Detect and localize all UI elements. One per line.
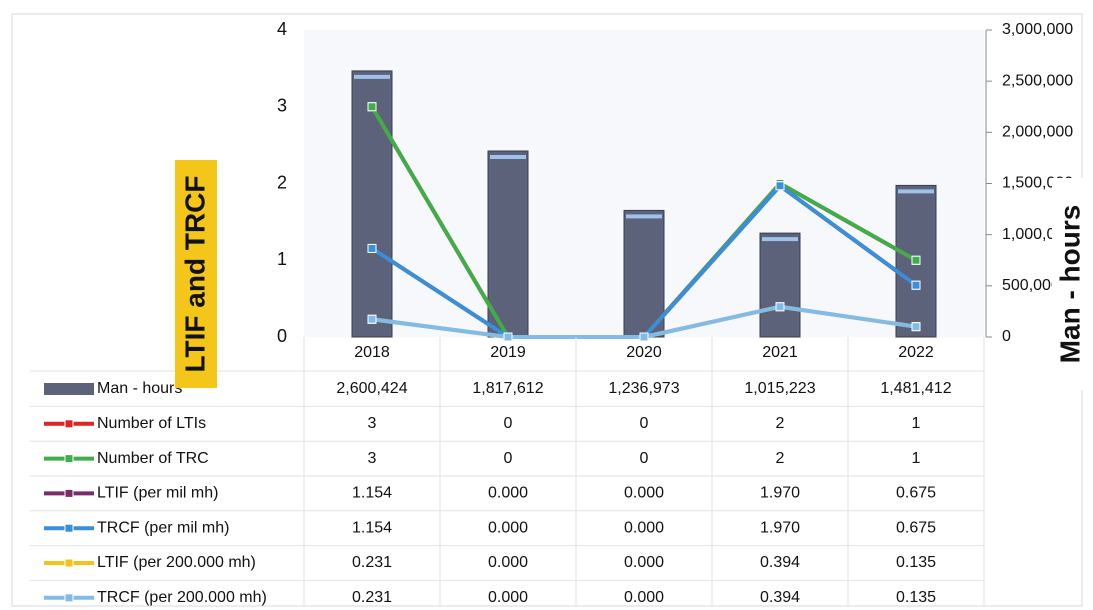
y-tick-label: 3 <box>277 96 287 116</box>
line-marker <box>775 181 785 191</box>
legend-label: TRCF (per mil mh) <box>97 519 229 536</box>
legend-key-marker <box>64 419 74 429</box>
table-value: 1,236,973 <box>608 380 679 397</box>
line-marker <box>911 255 921 265</box>
table-value: 0.675 <box>896 519 936 536</box>
table-value: 0.000 <box>488 485 528 502</box>
line-marker <box>367 314 377 324</box>
table-value: 0.135 <box>896 589 936 606</box>
legend-label: LTIF (per 200.000 mh) <box>97 554 256 571</box>
table-value: 1.970 <box>760 519 800 536</box>
table-value: 3 <box>368 415 377 432</box>
bar <box>351 70 393 338</box>
table-value: 0.000 <box>488 589 528 606</box>
bar-highlight <box>762 237 798 242</box>
x-tick-label: 2020 <box>626 344 662 361</box>
y2-tick-label: 3,000,000 <box>1002 21 1073 38</box>
bar-highlight <box>490 154 526 159</box>
table-value: 0.394 <box>760 589 800 606</box>
y2-label-bg <box>1052 178 1092 390</box>
y2-tick-label: 500,000 <box>1002 277 1060 294</box>
line-marker <box>367 102 377 112</box>
table-value: 1.970 <box>760 485 800 502</box>
bar-highlight <box>354 74 390 79</box>
table-value: 0.675 <box>896 485 936 502</box>
table-value: 0.231 <box>352 554 392 571</box>
bar-highlight <box>626 214 662 219</box>
y2-tick-label: 0 <box>1002 328 1011 345</box>
legend-key-marker <box>64 454 74 464</box>
table-value: 0.394 <box>760 554 800 571</box>
table-value: 0 <box>504 415 513 432</box>
legend-key-marker <box>64 488 74 498</box>
y-tick-label: 1 <box>277 249 287 269</box>
table-value: 0 <box>640 415 649 432</box>
table-value: 3 <box>368 450 377 467</box>
line-marker <box>775 302 785 312</box>
y2-axis-title: Man - hours <box>1054 205 1085 364</box>
bar <box>487 150 529 338</box>
legend-label: TRCF (per 200.000 mh) <box>97 589 267 606</box>
legend-label: LTIF (per mil mh) <box>97 485 218 502</box>
table-value: 0.231 <box>352 589 392 606</box>
line-marker <box>639 332 649 342</box>
table-value: 0.000 <box>488 519 528 536</box>
x-tick-label: 2021 <box>762 344 798 361</box>
legend-key-marker <box>64 523 74 533</box>
y2-tick-label: 2,500,000 <box>1002 72 1073 89</box>
legend-label: Man - hours <box>97 380 182 397</box>
table-value: 0 <box>640 450 649 467</box>
y-tick-label: 2 <box>277 172 287 192</box>
table-value: 2,600,424 <box>336 380 407 397</box>
table-value: 2 <box>776 450 785 467</box>
table-value: 1.154 <box>352 485 392 502</box>
table-value: 0.000 <box>624 554 664 571</box>
line-marker <box>911 280 921 290</box>
y2-tick-label: 2,000,000 <box>1002 124 1073 141</box>
legend-key <box>44 383 94 395</box>
table-value: 0.000 <box>488 554 528 571</box>
table-value: 1,817,612 <box>472 380 543 397</box>
y-axis-title: LTIF and TRCF <box>179 176 210 373</box>
line-marker <box>503 332 513 342</box>
table-value: 1,481,412 <box>880 380 951 397</box>
table-value: 0 <box>504 450 513 467</box>
table-value: 0.000 <box>624 589 664 606</box>
bar-highlight <box>898 189 934 194</box>
table-value: 1.154 <box>352 519 392 536</box>
x-tick-label: 2018 <box>354 344 390 361</box>
table-value: 1 <box>912 450 921 467</box>
legend-label: Number of LTIs <box>97 415 206 432</box>
table-value: 2 <box>776 415 785 432</box>
line-marker <box>911 322 921 332</box>
table-value: 0.000 <box>624 519 664 536</box>
line-marker <box>367 243 377 253</box>
table-value: 0.135 <box>896 554 936 571</box>
legend-key-marker <box>64 558 74 568</box>
y-label-bg <box>175 160 217 388</box>
y-tick-label: 4 <box>277 19 287 39</box>
table-value: 1,015,223 <box>744 380 815 397</box>
legend-key-marker <box>64 593 74 603</box>
y-tick-label: 0 <box>277 326 287 346</box>
table-value: 1 <box>912 415 921 432</box>
legend-label: Number of TRC <box>97 450 209 467</box>
bar <box>623 209 665 338</box>
bar <box>759 232 801 338</box>
x-tick-label: 2019 <box>490 344 526 361</box>
table-value: 0.000 <box>624 485 664 502</box>
x-tick-label: 2022 <box>898 344 934 361</box>
